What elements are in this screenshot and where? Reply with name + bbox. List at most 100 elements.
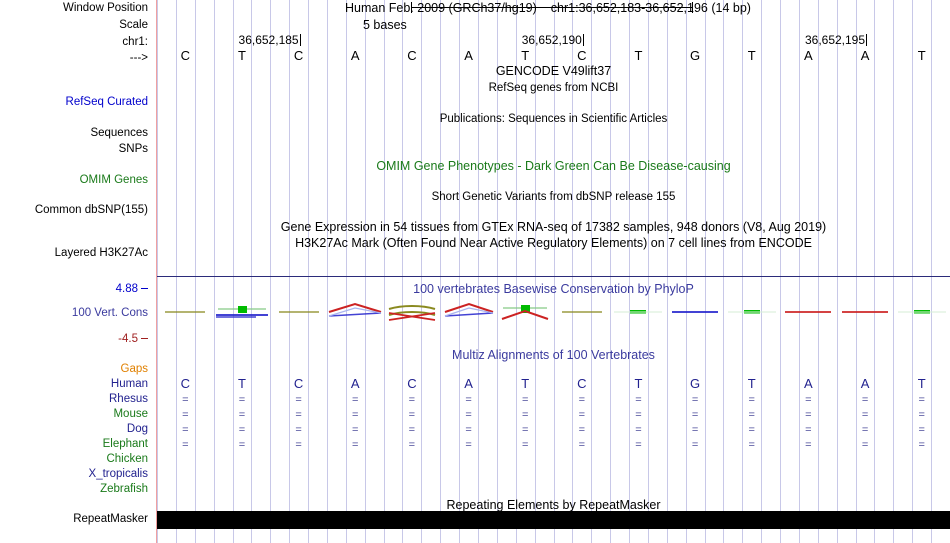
conservation-bar[interactable] — [554, 299, 610, 325]
alignment-match-symbol: = — [748, 424, 755, 436]
conservation-bar[interactable] — [441, 299, 497, 325]
ruler-coordinate-text: 36,652,190 — [521, 33, 582, 47]
alignment-match-symbol: = — [521, 409, 529, 421]
position-range: chr1:36,652,183-36,652,196 (14 bp) — [550, 1, 751, 15]
alignment-match-symbol: = — [408, 424, 416, 436]
alignment-match-symbol: = — [295, 439, 302, 451]
alignment-base: C — [577, 376, 587, 391]
label-strand-arrow: ---> — [129, 52, 148, 64]
label-omim-genes[interactable]: OMIM Genes — [79, 174, 148, 186]
alignment-match-symbol: = — [521, 439, 529, 451]
conservation-bar[interactable] — [667, 299, 723, 325]
window-center-line — [156, 0, 157, 543]
alignment-base: A — [464, 376, 473, 391]
ruler-coordinate-text: 36,652,195 — [804, 33, 866, 47]
conservation-track-separator — [157, 276, 950, 277]
conservation-bar[interactable] — [894, 299, 950, 325]
label-repeatmasker[interactable]: RepeatMasker — [73, 513, 148, 525]
label-common-dbsnp[interactable]: Common dbSNP(155) — [34, 204, 148, 216]
conservation-bar[interactable] — [837, 299, 893, 325]
alignment-match-symbol: = — [635, 409, 642, 421]
window-position-header: Human Feb. 2009 (GRCh37/hg19) chr1:36,652… — [345, 1, 751, 15]
label-gaps[interactable]: Gaps — [120, 363, 149, 375]
conservation-bar[interactable] — [214, 299, 270, 325]
scale-bar — [411, 2, 693, 13]
species-label-x_tropicalis[interactable]: X_tropicalis — [88, 468, 148, 480]
scale-length-label: 5 bases — [363, 18, 407, 32]
species-label-dog[interactable]: Dog — [126, 423, 148, 435]
alignment-match-symbol: = — [352, 409, 359, 421]
conservation-bar[interactable] — [327, 299, 383, 325]
species-label-elephant[interactable]: Elephant — [102, 438, 148, 450]
ruler-base-letter: C — [577, 48, 587, 63]
alignment-match-symbol: = — [918, 394, 925, 406]
alignment-match-symbol: = — [465, 409, 472, 421]
species-label-rhesus[interactable]: Rhesus — [109, 393, 148, 405]
conservation-bar[interactable] — [780, 299, 836, 325]
track-title-publications[interactable]: Publications: Sequences in Scientific Ar… — [439, 113, 668, 125]
ruler-base-letter: T — [634, 48, 643, 63]
ruler-base-letter: G — [690, 48, 701, 63]
conservation-bar[interactable] — [384, 299, 440, 325]
track-title-h3k27ac[interactable]: H3K27Ac Mark (Often Found Near Active Re… — [295, 236, 812, 250]
ruler-base-letter: C — [180, 48, 190, 63]
alignment-match-symbol: = — [578, 439, 586, 451]
alignment-match-symbol: = — [408, 409, 416, 421]
alignment-match-symbol: = — [748, 394, 755, 406]
alignment-match-symbol: = — [408, 394, 416, 406]
conservation-bar[interactable] — [724, 299, 780, 325]
ruler-base-letter: T — [237, 48, 246, 63]
track-title-gtex[interactable]: Gene Expression in 54 tissues from GTEx … — [280, 220, 827, 234]
phylop-conservation-wiggle[interactable] — [157, 282, 950, 342]
ruler-base-letter: C — [407, 48, 417, 63]
track-title-refseq-ncbi[interactable]: RefSeq genes from NCBI — [488, 82, 619, 94]
alignment-base: T — [747, 376, 756, 391]
label-layered-h3k27ac[interactable]: Layered H3K27Ac — [54, 247, 148, 259]
cons-axis-min-tick — [141, 338, 148, 339]
alignment-row-elephant: = = = = = = = = = = = = = = — [157, 440, 950, 452]
track-title-multiz[interactable]: Multiz Alignments of 100 Vertebrates — [452, 348, 655, 362]
ruler-base-letter: A — [860, 48, 870, 63]
alignment-match-symbol: = — [578, 394, 586, 406]
ruler-coordinate-label: 36,652,195 — [795, 33, 868, 47]
alignment-match-symbol: = — [352, 439, 359, 451]
alignment-match-symbol: = — [805, 394, 812, 406]
alignment-base: C — [293, 376, 304, 391]
alignment-match-symbol: = — [295, 424, 302, 436]
ruler-base-letter: T — [747, 48, 756, 63]
ruler-base-letter: A — [350, 48, 360, 63]
species-label-zebrafish[interactable]: Zebrafish — [100, 483, 148, 495]
repeatmasker-feature-bar[interactable] — [157, 511, 950, 529]
track-title-phylop[interactable]: 100 vertebrates Basewise Conservation by… — [413, 282, 694, 296]
label-scale: Scale — [119, 19, 148, 31]
alignment-match-symbol: = — [465, 424, 472, 436]
alignment-match-symbol: = — [182, 409, 189, 421]
species-label-chicken[interactable]: Chicken — [106, 453, 148, 465]
species-label-human[interactable]: Human — [110, 378, 148, 390]
alignment-match-symbol: = — [861, 424, 869, 436]
track-title-gencode[interactable]: GENCODE V49lift37 — [495, 64, 612, 78]
alignment-match-symbol: = — [352, 394, 359, 406]
cons-axis-min: -4.5 — [118, 333, 148, 345]
label-refseq-curated[interactable]: RefSeq Curated — [65, 96, 148, 108]
conservation-bar[interactable] — [610, 299, 666, 325]
track-title-omim[interactable]: OMIM Gene Phenotypes - Dark Green Can Be… — [376, 159, 731, 173]
alignment-match-symbol: = — [238, 394, 246, 406]
label-100-vert-cons[interactable]: 100 Vert. Cons — [71, 307, 148, 319]
conservation-bar[interactable] — [157, 299, 213, 325]
alignment-match-symbol: = — [238, 409, 246, 421]
alignment-match-symbol: = — [408, 439, 416, 451]
alignment-match-symbol: = — [465, 394, 472, 406]
label-snps[interactable]: SNPs — [118, 143, 148, 155]
alignment-row-x_tropicalis — [157, 470, 950, 482]
species-label-mouse[interactable]: Mouse — [113, 408, 148, 420]
conservation-bar[interactable] — [271, 299, 327, 325]
alignment-base: C — [407, 376, 417, 391]
conservation-bar[interactable] — [497, 299, 553, 325]
label-sequences[interactable]: Sequences — [90, 127, 148, 139]
cons-axis-max-tick — [141, 288, 148, 289]
track-title-repeatmasker[interactable]: Repeating Elements by RepeatMasker — [446, 498, 661, 512]
track-title-dbsnp[interactable]: Short Genetic Variants from dbSNP releas… — [431, 191, 676, 203]
